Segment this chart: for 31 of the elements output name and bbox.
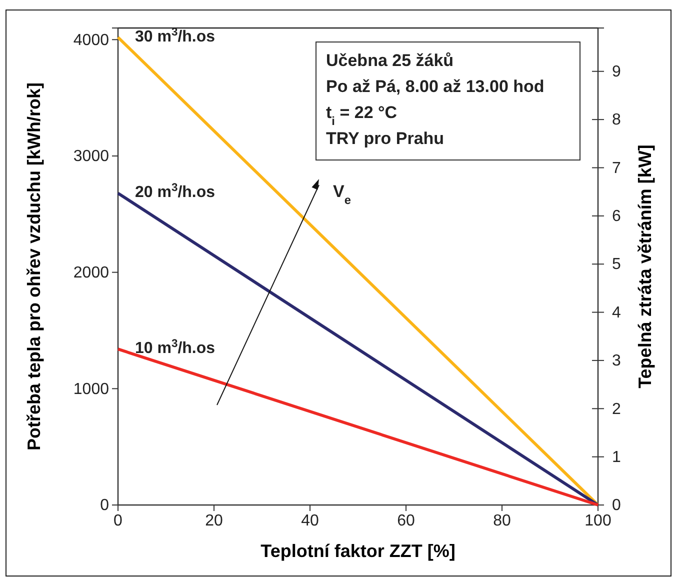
y2-tick-label: 3 [612, 352, 621, 370]
y-tick-label: 0 [100, 497, 110, 514]
y2-tick-label: 4 [612, 304, 621, 322]
y2-tick-label: 9 [612, 63, 621, 80]
y-tick-label: 2000 [73, 264, 110, 282]
y2-tick-label: 1 [612, 448, 621, 466]
x-tick-label: 40 [301, 512, 319, 530]
y2-tick-label: 7 [612, 160, 621, 177]
x-tick-label: 20 [205, 512, 223, 530]
annotation: Učebna 25 žáků [326, 51, 454, 70]
y2-axis-title: Tepelná ztráta větráním [kW] [635, 144, 655, 388]
y2-tick-label: 5 [612, 256, 621, 274]
y2-tick-label: 0 [612, 497, 621, 514]
annotation: Po až Pá, 8.00 až 13.00 hod [326, 77, 544, 96]
y-tick-label: 4000 [73, 32, 110, 49]
y2-tick-label: 8 [612, 112, 621, 129]
x-tick-label: 60 [397, 512, 415, 530]
series-label: 10 m$^{3}$/h.os [135, 338, 216, 358]
annotation: V$_{e}$ [333, 182, 352, 207]
annotation: t$_{i}$ = 22 °C [326, 103, 398, 128]
x-tick-label: 0 [114, 512, 123, 530]
x-axis-title: Teplotní faktor ZZT [%] [260, 541, 456, 561]
annotation: TRY pro Prahu [326, 129, 444, 148]
y2-tick-label: 2 [612, 400, 621, 418]
y-tick-label: 3000 [73, 148, 110, 166]
y-axis-title: Potřeba tepla pro ohřev vzduchu [kWh/rok] [24, 82, 44, 451]
x-tick-label: 100 [584, 512, 612, 530]
x-tick-label: 80 [493, 512, 511, 530]
y-tick-label: 1000 [73, 380, 110, 398]
series-label: 20 m$^{3}$/h.os [135, 182, 216, 202]
y2-tick-label: 6 [612, 208, 621, 226]
